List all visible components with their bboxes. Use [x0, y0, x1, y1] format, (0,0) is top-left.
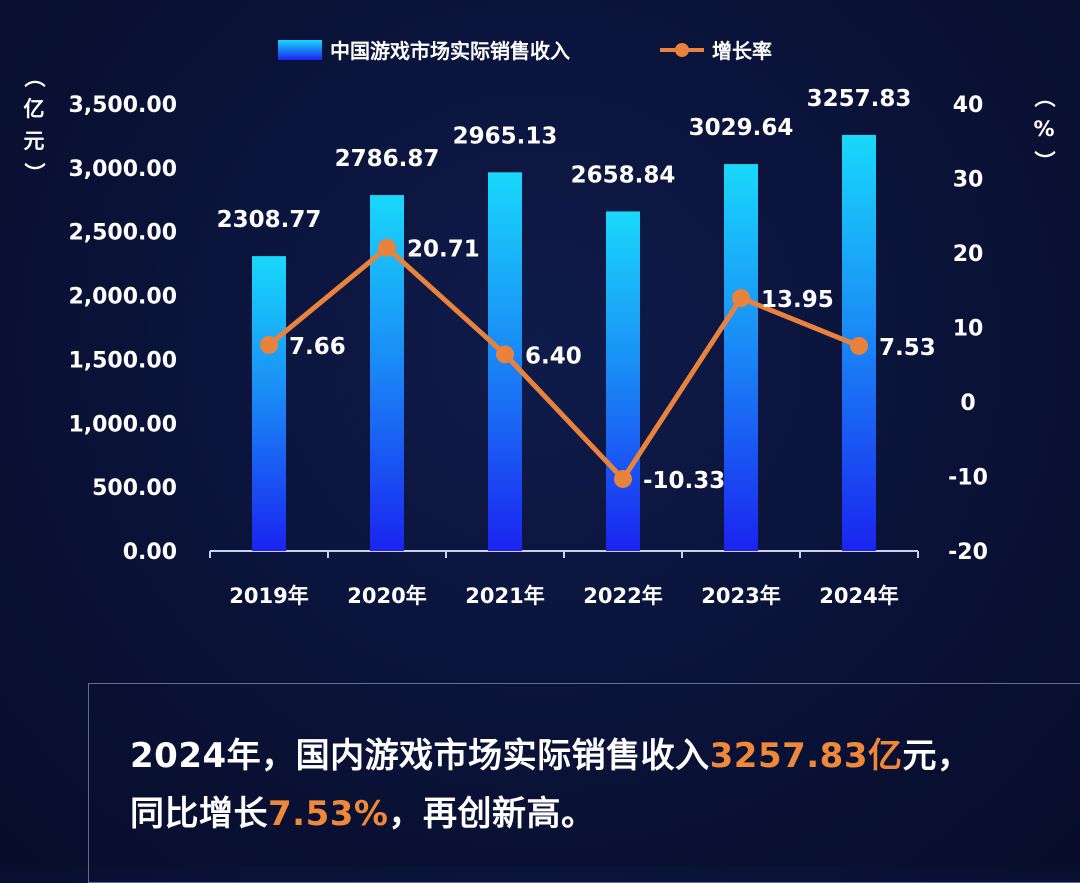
- summary-text: 2024年，国内游戏市场实际销售收入: [130, 736, 710, 776]
- line-point: [260, 335, 278, 354]
- bar-data-label: 2786.87: [335, 146, 440, 172]
- svg-text:亿: 亿: [24, 97, 45, 121]
- axis-unit-labels: （ 亿元 ） （% ）: [22, 67, 1056, 184]
- summary-text: ，再创新高。: [388, 794, 596, 834]
- line-series: [260, 238, 868, 488]
- svg-text:）: ）: [1032, 151, 1056, 172]
- svg-text:元: 元: [24, 129, 45, 153]
- svg-text:（: （: [1032, 87, 1056, 108]
- line-point: [732, 289, 750, 308]
- svg-text:（: （: [22, 67, 46, 88]
- line-data-label: 6.40: [525, 343, 582, 369]
- legend-label-bar: 中国游戏市场实际销售收入: [330, 39, 570, 63]
- x-tick-label: 2021年: [465, 584, 544, 608]
- summary-text: 同比增长: [130, 794, 268, 834]
- x-tick-label: 2020年: [347, 584, 426, 608]
- legend-swatch-bar: [278, 40, 322, 60]
- y-left-tick-label: 1,500.00: [68, 348, 177, 373]
- left-axis-unit-label: （ 亿元 ）: [22, 67, 46, 184]
- growth-rate-line: [267, 245, 860, 482]
- bar-data-label: 2965.13: [453, 123, 558, 149]
- line-data-label: 20.71: [407, 237, 480, 263]
- x-tick-label: 2024年: [819, 584, 898, 608]
- summary-line-1: 2024年，国内游戏市场实际销售收入3257.83亿元，: [130, 728, 972, 777]
- summary-box: [88, 683, 1080, 883]
- svg-text:）: ）: [22, 163, 46, 184]
- summary-highlight: 3257.83亿: [709, 736, 903, 776]
- line-point: [614, 469, 632, 488]
- legend-marker-line: [675, 43, 689, 57]
- bar-series: [252, 134, 876, 551]
- y-right-tick-label: 20: [953, 242, 984, 267]
- line-data-label: 13.95: [761, 287, 834, 313]
- y-left-tick-label: 500.00: [92, 476, 177, 501]
- data-labels: 2308.77 2786.87 2965.13 2658.84 3029.64 3257.…: [217, 86, 936, 494]
- y-right-tick-label: 10: [953, 317, 984, 342]
- summary-highlight: 7.53%: [268, 794, 389, 834]
- legend-label-line: 增长率: [712, 39, 772, 63]
- y-left-tick-label: 0.00: [123, 540, 177, 565]
- x-tick-label: 2019年: [229, 584, 308, 608]
- y-right-tick-label: 30: [953, 168, 984, 193]
- bar: [606, 211, 640, 551]
- axes: 3,500.00 3,000.00 2,500.00 2,000.00 1,500.00…: [68, 93, 987, 608]
- y-left-tick-label: 1,000.00: [68, 412, 177, 437]
- bar-data-label: 2658.84: [571, 162, 676, 188]
- bar-data-label: 3257.83: [807, 86, 912, 112]
- summary-text: 元，: [902, 736, 972, 776]
- y-left-tick-label: 2,000.00: [68, 285, 177, 310]
- line-data-label: 7.53: [879, 335, 936, 361]
- line-data-label: -10.33: [643, 468, 725, 494]
- bar-data-label: 2308.77: [217, 207, 322, 233]
- y-right-tick-label: 0: [960, 391, 975, 416]
- line-point: [850, 336, 868, 355]
- bar-data-label: 3029.64: [689, 115, 794, 141]
- line-data-label: 7.66: [289, 334, 346, 360]
- line-point: [378, 238, 396, 257]
- x-tick-label: 2022年: [583, 584, 662, 608]
- right-axis-unit-label: （% ）: [1032, 87, 1056, 172]
- legend: 中国游戏市场实际销售收入 增长率: [278, 39, 772, 63]
- y-left-tick-label: 3,000.00: [68, 157, 177, 182]
- combo-chart: 中国游戏市场实际销售收入 增长率 （ 亿元 ） （% ） 3,500.00 3,000.00…: [22, 39, 1056, 608]
- svg-text:%: %: [1033, 117, 1054, 141]
- y-left-tick-label: 3,500.00: [68, 93, 177, 118]
- bar: [724, 164, 758, 551]
- x-tick-label: 2023年: [701, 584, 780, 608]
- y-left-tick-label: 2,500.00: [68, 221, 177, 246]
- y-right-tick-label: -20: [948, 540, 988, 565]
- summary-line-2: 同比增长7.53%，再创新高。: [130, 786, 595, 835]
- line-point: [496, 345, 514, 364]
- y-right-tick-label: -10: [948, 466, 988, 491]
- y-right-tick-label: 40: [953, 93, 984, 118]
- bar: [252, 256, 286, 551]
